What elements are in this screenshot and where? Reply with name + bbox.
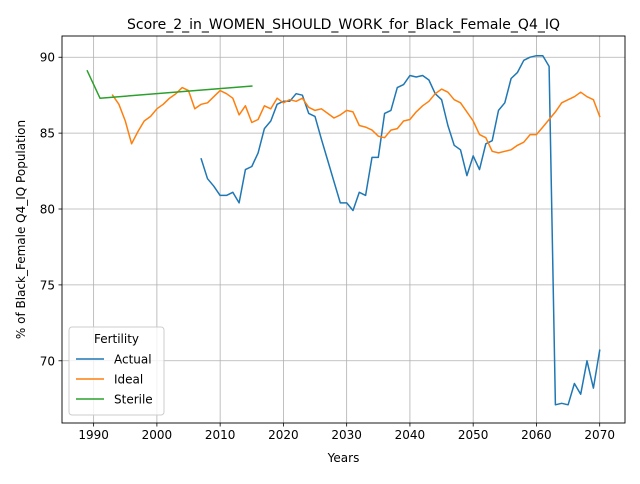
x-tick-label: 2060 xyxy=(521,428,552,442)
series-line-ideal xyxy=(111,86,601,154)
y-tick-label: 75 xyxy=(40,278,55,292)
x-tick-label: 2010 xyxy=(205,428,236,442)
y-tick-label: 90 xyxy=(40,51,55,65)
series-line-sterile xyxy=(86,69,253,99)
legend-label-ideal: Ideal xyxy=(114,373,143,387)
plot-frame xyxy=(61,35,626,424)
legend-label-sterile: Sterile xyxy=(114,393,153,407)
legend-items: Actual Ideal Sterile xyxy=(76,353,153,407)
x-tick-label: 2000 xyxy=(142,428,173,442)
x-tick-label: 2020 xyxy=(268,428,299,442)
x-axis-label: Years xyxy=(327,451,360,465)
legend: Fertility Actual Ideal Sterile xyxy=(68,326,165,416)
legend-title: Fertility xyxy=(94,332,139,346)
y-tick-label: 80 xyxy=(40,203,55,217)
legend-box xyxy=(68,326,165,416)
series-line-actual xyxy=(200,54,601,406)
legend-label-actual: Actual xyxy=(114,353,152,367)
grid xyxy=(62,36,625,423)
y-tick-label: 70 xyxy=(40,354,55,368)
series-lines xyxy=(86,54,601,406)
x-tick-label: 2050 xyxy=(458,428,489,442)
x-axis-ticks: 1990 2000 2010 2020 2030 2040 2050 2060 2070 xyxy=(78,423,615,442)
chart-title: Score_2_in_WOMEN_SHOULD_WORK_for_Black_F… xyxy=(127,17,560,33)
x-tick-label: 2030 xyxy=(331,428,362,442)
x-tick-label: 2070 xyxy=(584,428,615,442)
x-tick-label: 2040 xyxy=(395,428,426,442)
y-axis-label: % of Black_Female Q4_IQ Population xyxy=(14,120,28,339)
x-tick-label: 1990 xyxy=(78,428,109,442)
y-axis-ticks: 70 75 80 85 90 xyxy=(40,51,62,368)
y-tick-label: 85 xyxy=(40,127,55,141)
